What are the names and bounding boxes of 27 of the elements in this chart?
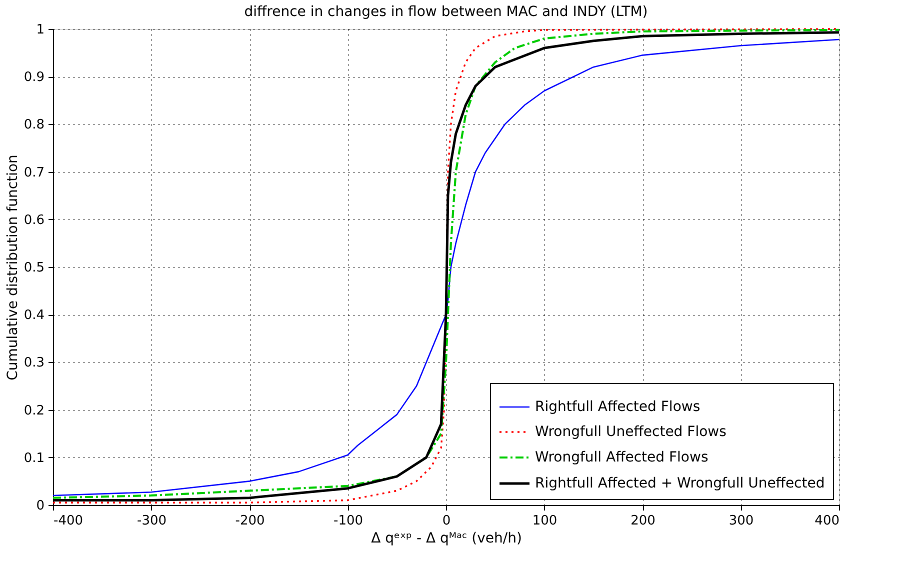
- y-tick-label: 0.6: [24, 212, 44, 228]
- legend-label: Wrongfull Uneffected Flows: [535, 424, 726, 440]
- chart-title: diffrence in changes in flow between MAC and INDY (LTM): [244, 4, 648, 20]
- y-tick-label: 0.4: [24, 308, 44, 324]
- x-tick-label: 100: [532, 514, 558, 528]
- y-tick-label: 0.8: [24, 118, 44, 133]
- y-tick-label: 0.7: [24, 165, 44, 180]
- x-tick-label: -200: [235, 514, 265, 528]
- y-tick-label: 0.1: [24, 450, 44, 466]
- y-tick-label: 0: [36, 498, 44, 514]
- x-tick-label: -300: [136, 514, 167, 528]
- x-tick-label: 300: [728, 514, 754, 528]
- legend-label: Wrongfull Affected Flows: [535, 450, 708, 466]
- y-tick-label: 1: [36, 22, 44, 38]
- y-tick-label: 0.9: [24, 70, 44, 86]
- x-tick-label: -400: [54, 514, 84, 528]
- x-axis-title: Δ qᵉˣᵖ - Δ qᴹᵃᶜ (veh/h): [371, 530, 522, 546]
- y-tick-label: 0.2: [24, 403, 44, 418]
- y-tick-label: 0.5: [24, 260, 44, 276]
- y-axis-title: Cumulative distribution function: [4, 154, 21, 380]
- legend-label: Rightfull Affected Flows: [535, 399, 700, 415]
- legend-label: Rightfull Affected + Wrongfull Uneffected: [535, 476, 825, 492]
- x-tick-label: -100: [333, 514, 364, 528]
- x-tick-label: 0: [442, 514, 451, 528]
- x-tick-label: 400: [814, 514, 840, 528]
- x-tick-label: 200: [630, 514, 656, 528]
- y-tick-label: 0.3: [24, 356, 44, 371]
